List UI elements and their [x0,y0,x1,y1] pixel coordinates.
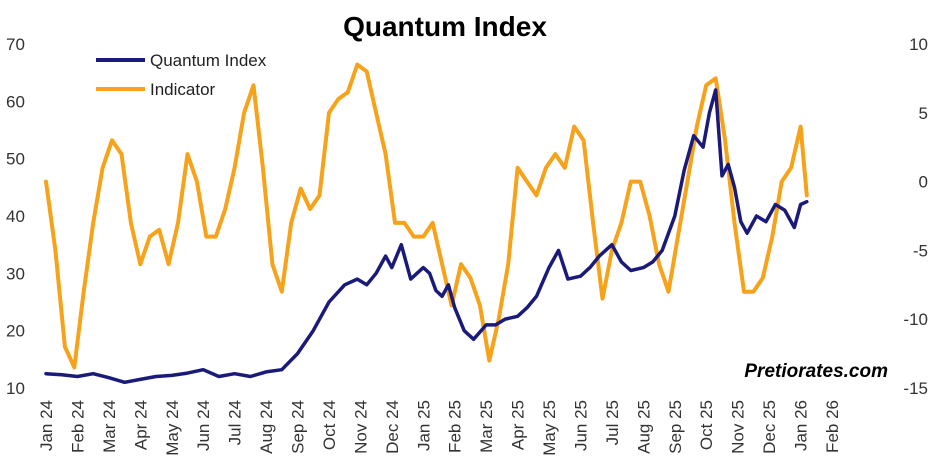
x-tick-label: Mar 24 [100,400,119,453]
x-tick-label: Dec 24 [383,400,402,454]
x-tick-label: Aug 24 [257,400,276,454]
x-tick-label: May 24 [163,400,182,456]
left-tick-label: 50 [6,150,25,169]
right-tick-label: -10 [903,310,928,329]
left-tick-label: 60 [6,92,25,111]
x-tick-label: Jan 26 [792,400,811,451]
series-layer [44,62,809,385]
x-tick-label: Jun 25 [571,400,590,451]
series-line-quantum-index [44,88,809,385]
x-tick-label: Jun 24 [194,400,213,451]
x-tick-label: Oct 24 [320,400,339,450]
x-tick-label: Mar 25 [477,400,496,453]
x-tick-label: Apr 24 [131,400,150,450]
right-tick-label: -5 [913,241,928,260]
watermark: Pretiorates.com [744,361,888,382]
legend: Quantum Index Indicator [96,51,267,99]
x-tick-label: Feb 25 [446,400,465,453]
x-tick-label: Jul 25 [603,400,622,445]
right-tick-label: 10 [909,35,928,54]
x-tick-label: Nov 25 [729,400,748,454]
left-tick-label: 10 [6,379,25,398]
x-tick-label: Sep 24 [289,400,308,454]
x-tick-label: Jul 24 [226,400,245,445]
left-axis: 10 20 30 40 50 60 70 [6,35,25,398]
right-axis: -15 -10 -5 0 5 10 [903,35,928,398]
chart-title: Quantum Index [343,11,547,42]
x-tick-label: May 25 [540,400,559,456]
x-tick-label: Apr 25 [509,400,528,450]
right-tick-label: 0 [919,173,928,192]
x-tick-label: Sep 25 [666,400,685,454]
left-tick-label: 20 [6,322,25,341]
x-axis: Jan 24 Feb 24 Mar 24 Apr 24 May 24 Jun 24 Jul … [37,400,842,456]
x-tick-label: Nov 24 [351,400,370,454]
x-tick-label: Aug 25 [634,400,653,454]
x-tick-label: Jan 25 [414,400,433,451]
x-tick-label: Oct 25 [697,400,716,450]
right-tick-label: 5 [919,104,928,123]
x-tick-label: Dec 25 [760,400,779,454]
x-tick-label: Jan 24 [37,400,56,451]
series-line-indicator [44,62,809,370]
left-tick-label: 70 [6,35,25,54]
x-tick-label: Feb 24 [68,400,87,453]
x-tick-label: Feb 26 [823,400,842,453]
left-tick-label: 40 [6,207,25,226]
legend-label-indicator: Indicator [150,80,216,99]
right-tick-label: -15 [903,379,928,398]
legend-label-quantum-index: Quantum Index [150,51,267,70]
left-tick-label: 30 [6,264,25,283]
